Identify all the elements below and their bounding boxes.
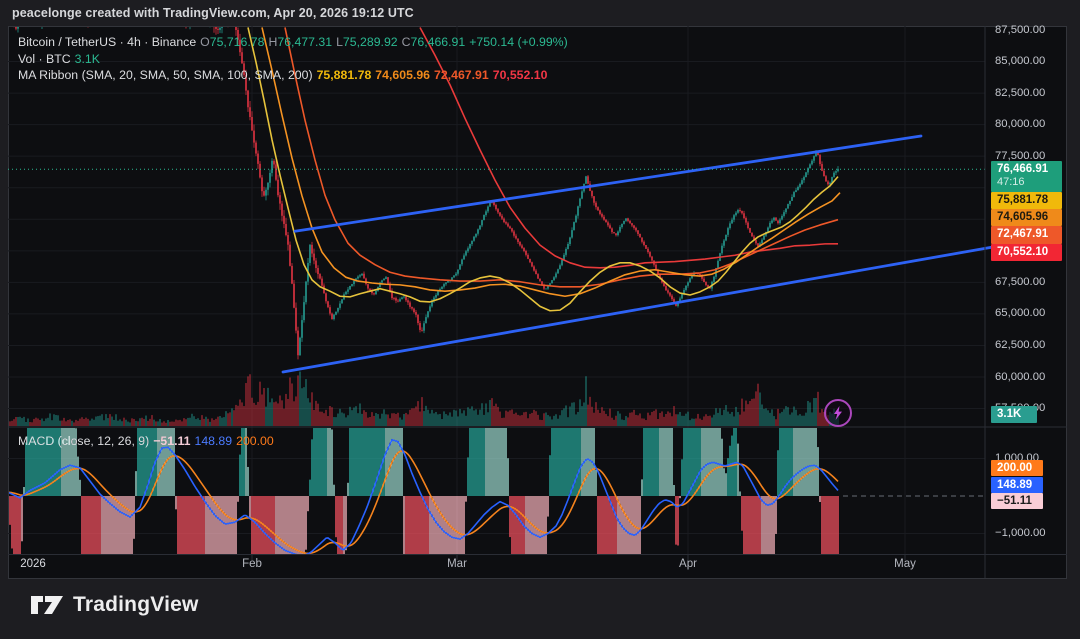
legend-item: L <box>336 35 343 49</box>
lightning-bolt-icon <box>834 406 842 420</box>
chart-canvas[interactable] <box>8 26 1067 579</box>
price-badge: 3.1K <box>991 406 1037 423</box>
price-badge: −51.11 <box>991 493 1043 509</box>
axis-time-label: 2026 <box>20 558 46 570</box>
instant-trading-button[interactable] <box>824 399 852 427</box>
bar-countdown: 47:16 <box>997 176 1025 188</box>
price-badge: 200.00 <box>991 460 1043 476</box>
ma-ribbon-legend[interactable]: MA Ribbon (SMA, 20, SMA, 50, SMA, 100, S… <box>18 68 551 82</box>
legend-item: 3.1K <box>74 52 100 66</box>
snapshot-attribution: peacelonge created with TradingView.com,… <box>12 6 414 20</box>
axis-time-label: May <box>894 558 916 570</box>
legend-item: 75,289.92 <box>342 35 398 49</box>
axis-time-label: Mar <box>447 558 467 570</box>
symbol-legend[interactable]: Bitcoin / TetherUS · 4h · Binance O75,716… <box>18 35 572 49</box>
axis-time-label: Apr <box>679 558 697 570</box>
legend-item: Vol · BTC <box>18 52 71 66</box>
legend-item: +750.14 (+0.99%) <box>469 35 568 49</box>
legend-item: 76,477.31 <box>277 35 333 49</box>
axis-price-label: 67,500.00 <box>995 276 1046 288</box>
legend-item: O <box>200 35 210 49</box>
legend-item: 200.00 <box>236 434 274 448</box>
legend-item: MA Ribbon (SMA, 20, SMA, 50, SMA, 100, S… <box>18 68 313 82</box>
axis-price-label: 60,000.00 <box>995 371 1046 383</box>
legend-item: Bitcoin / TetherUS · 4h · Binance <box>18 35 197 49</box>
legend-item: 76,466.91 <box>410 35 466 49</box>
legend-item: C <box>401 35 411 49</box>
price-badge: 70,552.10 <box>991 244 1062 261</box>
axis-time-label: Feb <box>242 558 262 570</box>
price-badge: 75,881.78 <box>991 192 1062 209</box>
tradingview-wordmark: TradingView <box>73 593 199 616</box>
legend-item: 70,552.10 <box>492 68 548 82</box>
legend-item: 148.89 <box>194 434 233 448</box>
volume-legend[interactable]: Vol · BTC 3.1K <box>18 52 104 66</box>
legend-item: −51.11 <box>153 434 191 448</box>
axis-price-label: 80,000.00 <box>995 118 1046 130</box>
tradingview-logomark-icon <box>31 596 63 614</box>
legend-item: 74,605.96 <box>375 68 431 82</box>
legend-item: MACD (close, 12, 26, 9) <box>18 434 150 448</box>
tradingview-logo[interactable]: TradingView <box>30 592 199 618</box>
price-badge: 148.89 <box>991 477 1043 493</box>
legend-item: H <box>268 35 278 49</box>
macd-legend[interactable]: MACD (close, 12, 26, 9) −51.11 148.89 200.0… <box>18 434 278 448</box>
axis-price-label: 62,500.00 <box>995 339 1046 351</box>
chart-widget <box>8 26 1067 579</box>
axis-price-label: −1,000.00 <box>995 527 1046 539</box>
price-badge: 72,467.91 <box>991 226 1062 244</box>
legend-item: 72,467.91 <box>434 68 489 82</box>
price-badge: 76,466.91 47:16 <box>991 161 1062 192</box>
price-badge: 74,605.96 <box>991 209 1062 226</box>
axis-price-label: 82,500.00 <box>995 87 1046 99</box>
legend-item: 75,881.78 <box>316 68 372 82</box>
axis-price-label: 65,000.00 <box>995 307 1046 319</box>
axis-price-label: 87,500.00 <box>995 24 1046 36</box>
axis-price-label: 77,500.00 <box>995 150 1046 162</box>
legend-item: 75,716.78 <box>209 35 265 49</box>
axis-price-label: 85,000.00 <box>995 55 1046 67</box>
